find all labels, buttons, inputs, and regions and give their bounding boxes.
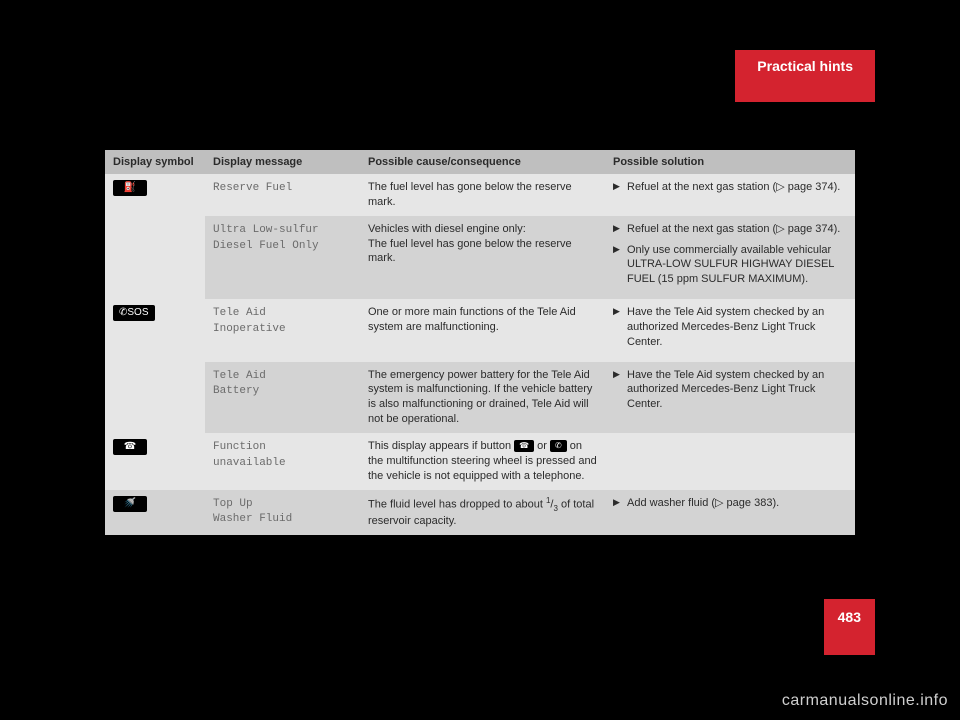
col-header-message: Display message xyxy=(205,150,360,174)
col-header-symbol: Display symbol xyxy=(105,150,205,174)
message-cell: Top Up Washer Fluid xyxy=(205,490,360,535)
cause-cell: Vehicles with diesel engine only: The fu… xyxy=(360,216,605,299)
cause-cell: The fluid level has dropped to about 1/3… xyxy=(360,490,605,535)
cause-cell: The emergency power battery for the Tele… xyxy=(360,362,605,433)
solution-list: Add washer fluid (▷ page 383). xyxy=(613,496,847,511)
solution-item: Have the Tele Aid system checked by an a… xyxy=(613,368,847,413)
message-text: Function unavailable xyxy=(213,441,286,469)
washer-fluid-icon: 🚿 xyxy=(113,496,147,512)
message-text: Tele Aid Inoperative xyxy=(213,307,286,335)
table-row: 🚿 Top Up Washer Fluid The fluid level ha… xyxy=(105,490,855,535)
solution-item: Have the Tele Aid system checked by an a… xyxy=(613,305,847,350)
solution-cell: Have the Tele Aid system checked by an a… xyxy=(605,362,855,433)
symbol-cell: ☎ xyxy=(105,433,205,490)
symbol-cell: ✆SOS xyxy=(105,299,205,433)
solution-list: Have the Tele Aid system checked by an a… xyxy=(613,305,847,350)
col-header-cause: Possible cause/consequence xyxy=(360,150,605,174)
table-row: ⛽ Reserve Fuel The fuel level has gone b… xyxy=(105,174,855,216)
solution-item: Only use commercially available vehicula… xyxy=(613,243,847,288)
phone-hangup-icon: ☎ xyxy=(113,439,147,455)
col-header-solution: Possible solution xyxy=(605,150,855,174)
page-number: 483 xyxy=(824,599,875,655)
message-cell: Tele Aid Battery xyxy=(205,362,360,433)
display-messages-table-container: Display symbol Display message Possible … xyxy=(105,150,855,535)
fuel-pump-icon: ⛽ xyxy=(113,180,147,196)
cause-cell: One or more main functions of the Tele A… xyxy=(360,299,605,362)
solution-cell: Add washer fluid (▷ page 383). xyxy=(605,490,855,535)
solution-item: Refuel at the next gas station (▷ page 3… xyxy=(613,222,847,237)
symbol-cell: ⛽ xyxy=(105,174,205,299)
message-cell: Reserve Fuel xyxy=(205,174,360,216)
message-cell: Function unavailable xyxy=(205,433,360,490)
solution-cell: Refuel at the next gas station (▷ page 3… xyxy=(605,216,855,299)
phone-hangup-inline-icon: ☎ xyxy=(514,440,534,453)
sos-phone-icon: ✆SOS xyxy=(113,305,155,321)
table-row: Ultra Low-sulfur Diesel Fuel Only Vehicl… xyxy=(105,216,855,299)
table-row: ✆SOS Tele Aid Inoperative One or more ma… xyxy=(105,299,855,362)
display-messages-table: Display symbol Display message Possible … xyxy=(105,150,855,535)
solution-list: Have the Tele Aid system checked by an a… xyxy=(613,368,847,413)
solution-item: Refuel at the next gas station (▷ page 3… xyxy=(613,180,847,195)
solution-list: Refuel at the next gas station (▷ page 3… xyxy=(613,180,847,195)
cause-text-mid: or xyxy=(534,440,550,452)
symbol-cell: 🚿 xyxy=(105,490,205,535)
cause-text-pre: This display appears if button xyxy=(368,440,514,452)
cause-cell: This display appears if button ☎ or ✆ on… xyxy=(360,433,605,490)
fraction-numerator: 1 xyxy=(546,496,550,505)
section-tab: Practical hints xyxy=(735,50,875,102)
table-row: Tele Aid Battery The emergency power bat… xyxy=(105,362,855,433)
message-cell: Tele Aid Inoperative xyxy=(205,299,360,362)
message-text: Reserve Fuel xyxy=(213,182,292,194)
solution-cell xyxy=(605,433,855,490)
solution-item: Add washer fluid (▷ page 383). xyxy=(613,496,847,511)
solution-list: Refuel at the next gas station (▷ page 3… xyxy=(613,222,847,287)
message-text: Tele Aid Battery xyxy=(213,370,266,398)
phone-pickup-inline-icon: ✆ xyxy=(550,440,567,453)
message-text: Ultra Low-sulfur Diesel Fuel Only xyxy=(213,224,319,252)
table-header-row: Display symbol Display message Possible … xyxy=(105,150,855,174)
solution-cell: Refuel at the next gas station (▷ page 3… xyxy=(605,174,855,216)
watermark-text: carmanualsonline.info xyxy=(782,692,948,710)
message-text: Top Up Washer Fluid xyxy=(213,498,292,526)
message-cell: Ultra Low-sulfur Diesel Fuel Only xyxy=(205,216,360,299)
cause-cell: The fuel level has gone below the reserv… xyxy=(360,174,605,216)
cause-text-pre: The fluid level has dropped to about xyxy=(368,498,546,510)
solution-cell: Have the Tele Aid system checked by an a… xyxy=(605,299,855,362)
table-row: ☎ Function unavailable This display appe… xyxy=(105,433,855,490)
